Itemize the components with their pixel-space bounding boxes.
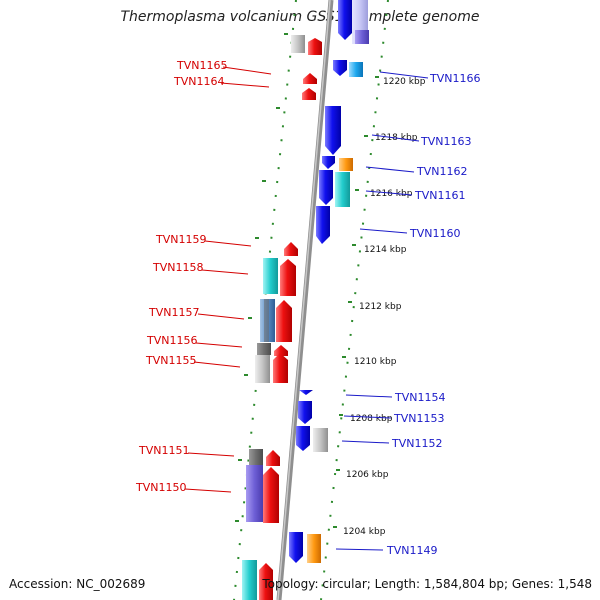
ruler-label-1216: 1216 kbp: [370, 189, 413, 199]
ruler-label-1206: 1206 kbp: [346, 470, 389, 480]
gene-arrow[interactable]: [284, 242, 298, 256]
gene-label-left[interactable]: TVN1159: [155, 233, 206, 246]
gene-arrow[interactable]: [308, 38, 322, 55]
gene-arrow[interactable]: [274, 345, 288, 356]
reverse-genes: [289, 0, 352, 563]
label-leader: [195, 342, 243, 348]
forward-genes: [259, 38, 322, 600]
right-ruler-ticks: [333, 76, 379, 528]
gene-label-right[interactable]: TVN1149: [386, 544, 437, 557]
gene-arrow[interactable]: [299, 390, 313, 395]
right-ruler-dots: [320, 0, 389, 600]
label-leader: [204, 240, 252, 247]
gene-box[interactable]: [242, 560, 257, 600]
gene-arrow[interactable]: [263, 467, 279, 523]
label-leader: [201, 269, 249, 275]
gene-arrow[interactable]: [289, 532, 303, 563]
gene-arrow[interactable]: [322, 156, 335, 169]
gene-arrow[interactable]: [298, 401, 312, 424]
gene-arrow[interactable]: [319, 170, 333, 205]
gene-box[interactable]: [349, 62, 363, 77]
gene-label-right[interactable]: TVN1162: [416, 165, 467, 178]
accession-text: Accession: NC_002689: [9, 577, 146, 591]
gene-box[interactable]: [264, 299, 269, 342]
gene-arrow[interactable]: [302, 88, 316, 100]
label-leader: [343, 415, 392, 419]
map-title: Thermoplasma volcanium GSS1, complete ge…: [120, 9, 480, 25]
ruler-label-1220: 1220 kbp: [383, 77, 426, 87]
feature-boxes: [242, 0, 369, 600]
chromosome-backbone-shade: [277, 0, 331, 600]
gene-label-right[interactable]: TVN1154: [394, 391, 445, 404]
gene-box[interactable]: [257, 343, 271, 355]
gene-box[interactable]: [339, 158, 353, 171]
gene-arrow[interactable]: [338, 0, 352, 40]
label-leader: [197, 313, 245, 320]
label-leader: [335, 548, 384, 551]
gene-arrow[interactable]: [276, 300, 292, 342]
gene-box[interactable]: [246, 465, 263, 522]
gene-box[interactable]: [255, 355, 270, 383]
label-leader: [220, 82, 270, 88]
gene-arrow[interactable]: [259, 563, 273, 600]
gene-arrow[interactable]: [273, 353, 288, 383]
gene-arrow[interactable]: [325, 106, 341, 155]
label-leader: [184, 488, 232, 493]
gene-arrow[interactable]: [296, 426, 310, 451]
label-leader: [222, 66, 272, 75]
ruler-label-1214: 1214 kbp: [364, 245, 407, 255]
label-leader: [345, 394, 393, 398]
gene-label-left[interactable]: TVN1151: [138, 444, 189, 457]
label-leader: [365, 166, 415, 173]
gene-label-right[interactable]: TVN1152: [391, 437, 442, 450]
gene-box[interactable]: [291, 35, 305, 53]
ruler-label-1212: 1212 kbp: [359, 302, 402, 312]
label-leader: [365, 190, 413, 196]
label-leader: [371, 134, 420, 142]
gene-label-left[interactable]: TVN1155: [145, 354, 196, 367]
ruler-label-1208: 1208 kbp: [350, 414, 393, 424]
gene-box[interactable]: [313, 428, 328, 452]
gene-arrow[interactable]: [333, 60, 347, 76]
gene-label-left[interactable]: TVN1157: [148, 306, 199, 319]
gene-label-left[interactable]: TVN1158: [152, 261, 203, 274]
gene-arrow[interactable]: [266, 450, 280, 466]
gene-box[interactable]: [335, 172, 350, 207]
gene-box[interactable]: [263, 258, 278, 294]
label-leader: [341, 440, 390, 444]
gene-arrow[interactable]: [303, 73, 317, 84]
gene-label-right[interactable]: TVN1166: [429, 72, 480, 85]
label-leader: [379, 71, 429, 79]
gene-label-right[interactable]: TVN1153: [393, 412, 444, 425]
chromosome-backbone: [276, 0, 334, 600]
label-leader: [193, 361, 241, 368]
label-leader: [359, 228, 408, 234]
gene-label-left[interactable]: TVN1164: [173, 75, 224, 88]
gene-box[interactable]: [307, 534, 321, 563]
gene-label-left[interactable]: TVN1165: [176, 59, 227, 72]
gene-box[interactable]: [249, 449, 263, 465]
label-leader: [187, 452, 235, 457]
gene-label-left[interactable]: TVN1150: [135, 481, 186, 494]
gene-arrow[interactable]: [280, 259, 296, 296]
ruler-label-1204: 1204 kbp: [343, 527, 386, 537]
left-ruler-ticks: [235, 33, 288, 522]
gene-label-left[interactable]: TVN1156: [146, 334, 197, 347]
ruler-label-1210: 1210 kbp: [354, 357, 397, 367]
gene-arrow[interactable]: [316, 206, 330, 244]
gene-label-right[interactable]: TVN1163: [420, 135, 471, 148]
gene-label-right[interactable]: TVN1160: [409, 227, 460, 240]
gene-label-right[interactable]: TVN1161: [414, 189, 465, 202]
gene-box[interactable]: [355, 30, 369, 44]
genome-summary-text: Topology: circular; Length: 1,584,804 bp…: [262, 577, 592, 591]
